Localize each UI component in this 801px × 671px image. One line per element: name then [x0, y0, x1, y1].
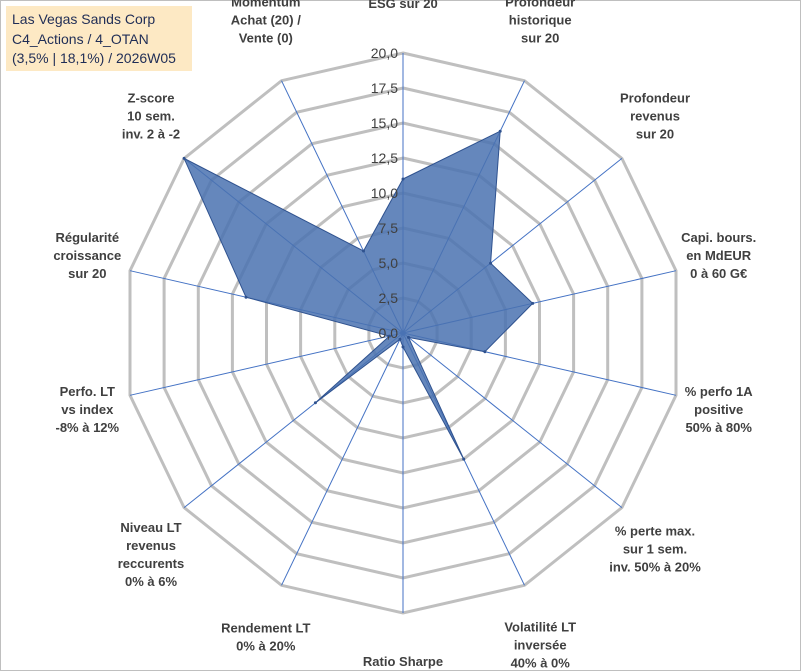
tick-label: 12,5 [371, 150, 398, 166]
axis-label-line: 0% à 6% [125, 574, 177, 589]
axis-spoke [402, 332, 623, 508]
tick-label: 7,5 [379, 220, 399, 236]
axis-spoke [281, 332, 404, 586]
tick-label: 0,0 [379, 325, 399, 341]
axis-label: Perfo. LT vs index -8% à 12% [56, 384, 120, 435]
axis-label-line: sur 1 sem. [623, 541, 687, 556]
axis-label-line: 50% à 80% [685, 420, 752, 435]
axis-label: Profondeur historique sur 20 [505, 0, 575, 45]
axis-label-line: inv. 50% à 20% [609, 559, 701, 574]
data-point [483, 350, 487, 354]
axis-label: Rendement LT 0% à 20% [221, 621, 310, 654]
axis-label-line: Z-score [128, 91, 175, 106]
axis-label-line: revenus [630, 109, 680, 124]
data-point [401, 345, 405, 349]
title-box: Las Vegas Sands Corp C4_Actions / 4_OTAN… [6, 6, 192, 71]
axis-label-line: sur 20 [636, 127, 674, 142]
axis-label-line: Perfo. LT [60, 384, 115, 399]
axis-spoke [129, 332, 404, 396]
axis-labels: NoteESG sur 20 Profondeur historique sur 20… [53, 0, 756, 671]
axis-label-line: inversée [514, 638, 567, 653]
data-point [244, 295, 248, 299]
axis-label-line: sur 20 [521, 30, 559, 45]
axis-label-line: inv. 2 à -2 [122, 127, 180, 142]
axis-label-line: sur 20 [68, 266, 106, 281]
tick-label: 17,5 [371, 80, 398, 96]
radar-series [182, 129, 535, 461]
axis-label: % perte max. sur 1 sem. inv. 50% à 20% [609, 523, 701, 574]
axis-label-line: Régularité [56, 230, 120, 245]
data-point [401, 177, 405, 181]
axis-label: Régularité croissance sur 20 [53, 230, 121, 281]
axis-label: Volatilité LT inversée 40% à 0% [504, 620, 576, 671]
axis-label-line: Profondeur [505, 0, 575, 9]
axis-label: Capi. bours. en MdEUR 0 à 60 G€ [681, 230, 756, 281]
axis-label-line: vs index [61, 402, 114, 417]
data-point [398, 337, 402, 341]
axis-label-line: Rendement LT [221, 621, 310, 636]
axis-label-line: croissance [53, 248, 121, 263]
axis-label-line: reccurents [118, 556, 184, 571]
tick-label: 15,0 [371, 115, 398, 131]
axis-label-line: positive [694, 402, 743, 417]
axis-label-line: 0% à 20% [236, 639, 296, 654]
data-point [407, 335, 410, 339]
axis-label-line: historique [509, 12, 572, 27]
axis-label: Profondeur revenus sur 20 [620, 91, 690, 142]
axis-label: Niveau LT revenus reccurents 0% à 6% [118, 520, 184, 589]
axis-label-line: % perte max. [615, 523, 695, 538]
data-point [313, 401, 317, 405]
radial-tick-labels: 0,0 2,5 5,0 7,5 10,0 12,5 15,0 17,5 20,0 [371, 45, 398, 341]
data-point [387, 334, 391, 338]
tick-label: 5,0 [379, 255, 399, 271]
axis-label-line: Achat (20) / [231, 12, 301, 27]
data-point [362, 249, 365, 253]
company-name: Las Vegas Sands Corp [12, 11, 156, 27]
axis-label-line: 0 à 60 G€ [690, 266, 747, 281]
axis-label: NoteESG sur 20 [368, 0, 437, 11]
axis-label-line: Vente (0) [239, 30, 293, 45]
axis-label: Ratio Sharpe0 à 1 [363, 654, 443, 671]
axis-label: Z-score 10 sem. inv. 2 à -2 [122, 91, 180, 142]
axis-label-line: -8% à 12% [56, 420, 120, 435]
tick-label: 20,0 [371, 45, 398, 61]
axis-label-line: Niveau LT [120, 520, 181, 535]
stats-line: (3,5% | 18,1%) / 2026W05 [12, 50, 176, 66]
axis-label-line: 10 sem. [127, 109, 175, 124]
axis-label: Momentum Achat (20) / Vente (0) [231, 0, 301, 45]
axis-label: % perfo 1A positive 50% à 80% [685, 384, 754, 435]
axis-label-line: Profondeur [620, 91, 690, 106]
axis-label-line: Volatilité LT [504, 620, 576, 635]
axis-label-line: % perfo 1A [685, 384, 754, 399]
data-point [498, 129, 502, 133]
axis-label-line: ESG sur 20 [368, 0, 437, 11]
axis-label-line: revenus [126, 538, 176, 553]
axis-label-line: en MdEUR [686, 248, 752, 263]
data-point [462, 457, 466, 461]
tick-label: 2,5 [379, 290, 399, 306]
category-line: C4_Actions / 4_OTAN [12, 30, 149, 47]
data-point [489, 261, 493, 265]
tick-label: 10,0 [371, 185, 398, 201]
axis-label-line: Momentum [231, 0, 300, 9]
axis-label-line: Capi. bours. [681, 230, 756, 245]
axis-label-line: Ratio Sharpe [363, 654, 443, 669]
data-point [531, 301, 535, 305]
axis-label-line: 40% à 0% [511, 656, 571, 671]
data-point [182, 156, 186, 160]
